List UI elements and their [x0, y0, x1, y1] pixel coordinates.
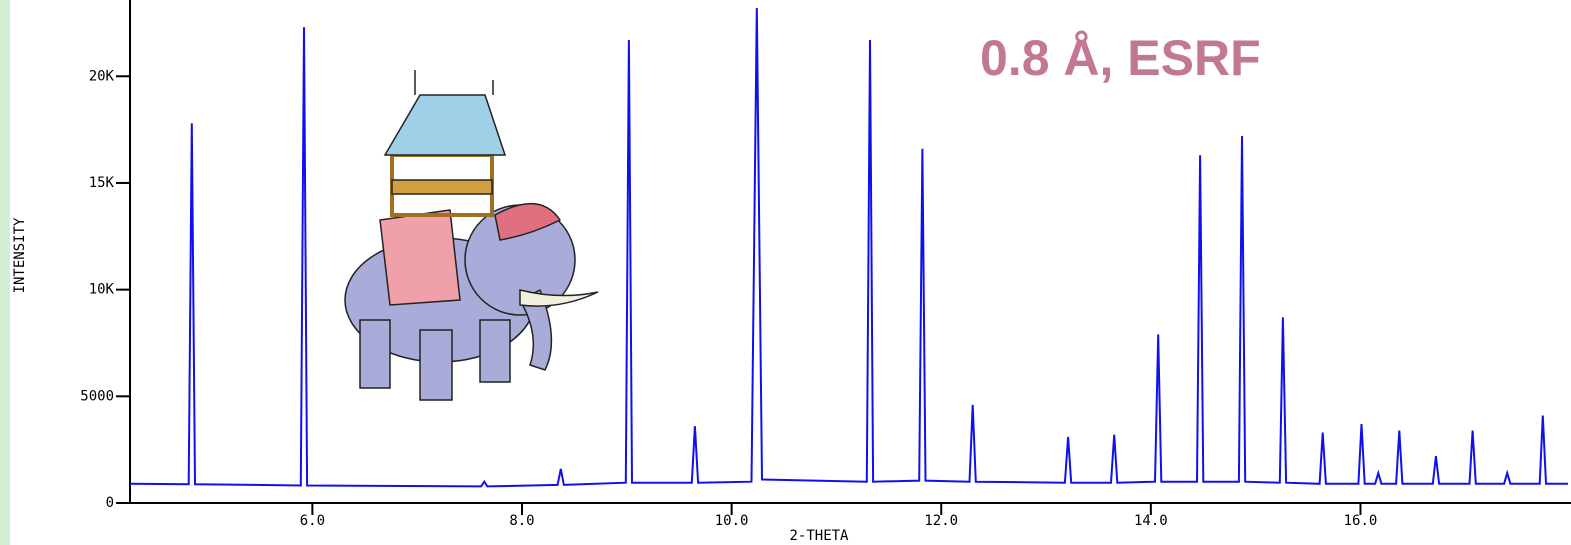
data-line	[129, 7, 1568, 488]
y-tick-label: 20K	[89, 68, 115, 84]
x-tick-label: 8.0	[509, 513, 534, 529]
elephant-clipart	[344, 70, 599, 401]
x-tick-label: 12.0	[924, 513, 958, 529]
x-axis-label: 2-THETA	[789, 528, 849, 544]
y-tick-label: 5000	[80, 388, 114, 404]
x-tick-label: 10.0	[715, 513, 749, 529]
y-tick-label: 15K	[89, 175, 115, 191]
y-tick-label: 10K	[89, 282, 115, 298]
y-axis-label: INTENSITY	[12, 217, 28, 293]
x-tick-label: 14.0	[1134, 513, 1168, 529]
annotation: 0.8 Å, ESRF	[980, 30, 1261, 86]
side-strip	[0, 0, 10, 545]
y-tick-label: 0	[106, 495, 114, 511]
x-tick-label: 6.0	[300, 513, 325, 529]
x-tick-label: 16.0	[1344, 513, 1378, 529]
